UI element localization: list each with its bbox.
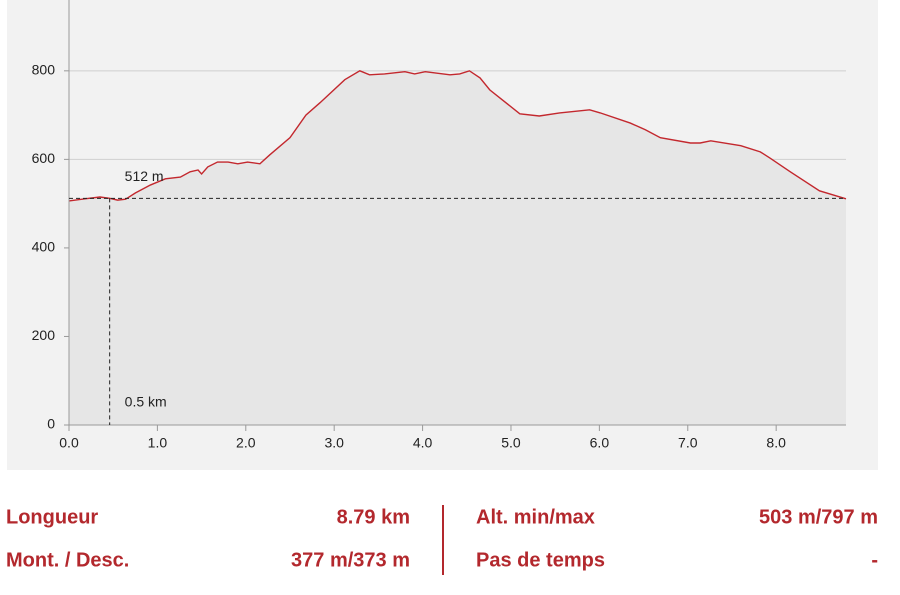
stat-value: 503 m/797 m — [759, 506, 878, 528]
y-tick-label: 400 — [32, 239, 56, 255]
stat-value: - — [871, 549, 878, 571]
x-tick-label: 7.0 — [678, 435, 698, 451]
marker-y-label: 512 m — [125, 168, 164, 184]
stat-label: Alt. min/max — [476, 506, 595, 528]
x-tick-label: 2.0 — [236, 435, 256, 451]
elevation-line — [68, 70, 847, 202]
x-tick-label: 4.0 — [413, 435, 433, 451]
marker-x-label: 0.5 km — [125, 394, 167, 410]
x-tick-label: 8.0 — [766, 435, 786, 451]
x-tick-label: 6.0 — [590, 435, 610, 451]
area-fill — [69, 70, 846, 425]
y-tick-label: 200 — [32, 327, 56, 343]
y-tick-label: 800 — [32, 62, 56, 78]
x-tick-label: 3.0 — [324, 435, 344, 451]
y-tick-label: 600 — [32, 150, 56, 166]
y-tick-label: 0 — [47, 416, 55, 432]
stat-label: Mont. / Desc. — [6, 549, 129, 571]
stat-label: Pas de temps — [476, 549, 605, 571]
stat-label: Longueur — [6, 506, 98, 528]
x-tick-label: 5.0 — [501, 435, 521, 451]
stat-value: 377 m/373 m — [291, 549, 410, 571]
stat-value: 8.79 km — [337, 506, 410, 528]
x-tick-label: 1.0 — [148, 435, 168, 451]
x-tick-label: 0.0 — [59, 435, 79, 451]
